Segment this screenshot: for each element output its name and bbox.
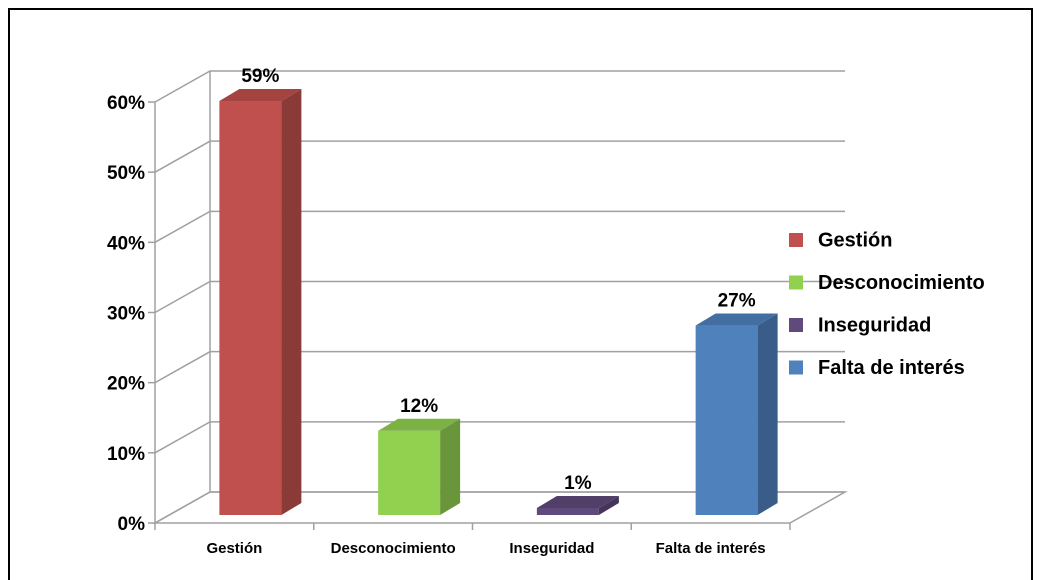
frame [8,8,1033,580]
value-label: 59% [241,66,279,87]
grid-line [154,421,845,454]
legend-swatch [789,318,803,332]
y-tick-label: 60% [107,93,145,114]
grid-line [154,70,845,103]
x-tick-label: Inseguridad [509,540,594,557]
y-tick-label: 0% [118,514,146,535]
bar-top [219,89,302,102]
legend-label: Inseguridad [818,314,931,336]
y-tick-label: 50% [107,163,145,184]
grid-line [154,210,845,243]
legend-label: Gestión [818,229,892,251]
value-label: 1% [564,473,592,494]
bar [536,507,599,515]
bar-side [440,418,461,515]
x-tick-label: Falta de interés [656,540,766,557]
bar-top [378,418,461,431]
bar-top [695,313,778,326]
legend-label: Desconocimiento [818,272,985,294]
grid-line [154,280,845,314]
grid-line [154,350,845,384]
grid-line [154,491,845,524]
y-tick-label: 20% [107,374,145,395]
value-label: 12% [400,396,438,417]
value-label: 27% [718,291,756,312]
bar-side [281,89,302,516]
grid-line [154,140,845,173]
bar-side [598,495,619,515]
bar [219,101,282,516]
y-tick-label: 30% [107,304,145,325]
bar-side [757,313,778,515]
bar-top [536,495,619,508]
legend-swatch [789,275,803,290]
bar [695,325,758,515]
y-tick-label: 40% [107,233,145,254]
x-tick-label: Desconocimiento [331,540,456,557]
x-tick-label: Gestión [206,540,262,557]
bar [378,430,441,515]
legend-swatch [789,233,803,247]
y-tick-label: 10% [107,444,145,465]
legend-label: Falta de interés [818,357,965,379]
legend-swatch [789,360,803,375]
